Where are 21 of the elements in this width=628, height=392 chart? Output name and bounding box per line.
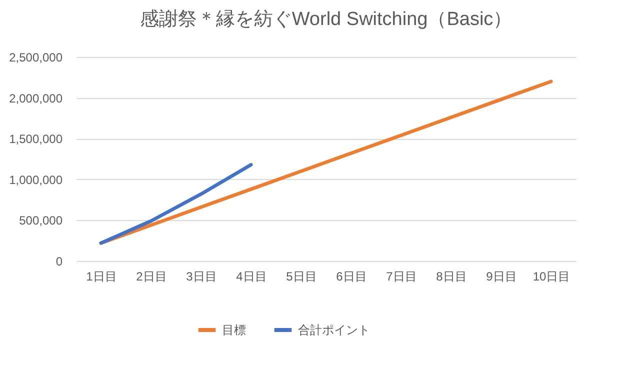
legend-label: 合計ポイント (298, 323, 370, 337)
x-tick-label: 7日目 (386, 270, 417, 284)
chart-title: 感謝祭＊縁を紡ぐWorld Switching（Basic） (140, 9, 512, 30)
line-series (99, 162, 253, 245)
line-series (99, 80, 553, 245)
x-tick-label: 3日目 (186, 270, 217, 284)
y-tick-label: 1,000,000 (9, 172, 63, 187)
x-tick-label: 6日目 (336, 270, 367, 284)
x-tick-label: 1日目 (86, 270, 117, 284)
x-tick-label: 8日目 (436, 270, 467, 284)
y-tick-label: 2,500,000 (9, 50, 63, 64)
legend-label: 目標 (222, 323, 246, 337)
x-tick-label: 5日目 (286, 270, 317, 284)
x-tick-label: 2日目 (136, 270, 167, 284)
x-tick-label: 9日目 (486, 270, 517, 284)
y-tick-label: 0 (56, 254, 63, 268)
y-tick-label: 2,000,000 (9, 91, 63, 106)
y-tick-label: 1,500,000 (9, 132, 63, 146)
x-tick-label: 4日目 (236, 270, 267, 284)
x-tick-label: 10日目 (532, 270, 570, 284)
y-tick-label: 500,000 (19, 214, 63, 228)
